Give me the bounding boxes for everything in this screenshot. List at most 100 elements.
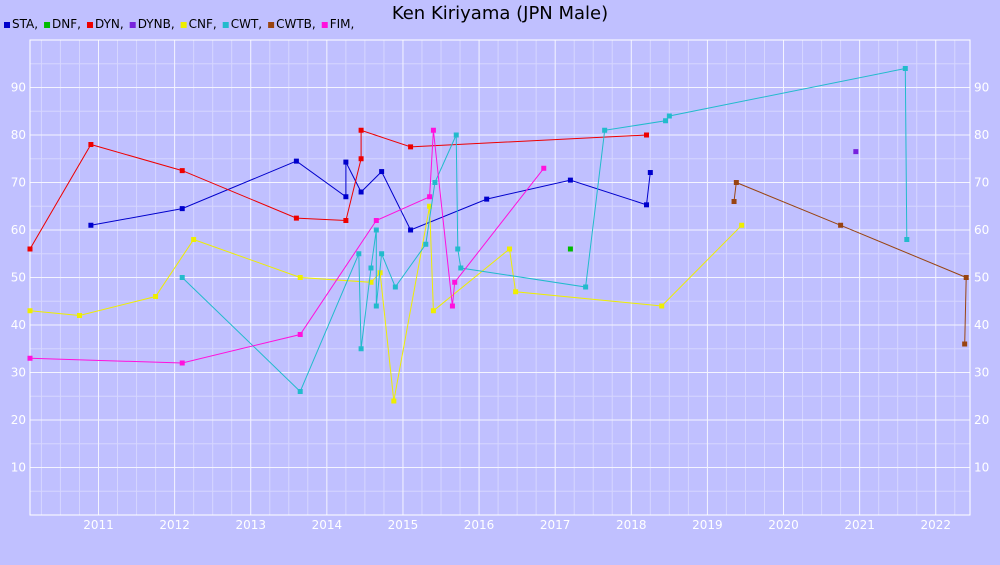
y-tick-label-right: 70 bbox=[974, 176, 989, 190]
legend: STA, DNF, DYN, DYNB, CNF, CWT, CWTB, FIM, bbox=[4, 17, 354, 31]
data-point-dyn bbox=[644, 132, 650, 138]
data-point-fim bbox=[430, 127, 436, 133]
data-point-cnf bbox=[27, 308, 33, 314]
data-point-cwtb bbox=[733, 180, 739, 185]
data-point-cwt bbox=[904, 237, 910, 242]
data-point-dyn bbox=[27, 246, 33, 252]
data-point-cwt bbox=[902, 66, 908, 71]
data-point-dyn bbox=[293, 215, 299, 221]
data-point-dyn bbox=[358, 156, 364, 162]
y-tick-label-right: 60 bbox=[974, 223, 989, 237]
data-point-fim bbox=[373, 218, 379, 223]
data-point-fim bbox=[27, 355, 33, 361]
data-point-fim bbox=[297, 332, 303, 337]
data-point-dynb bbox=[853, 149, 859, 155]
data-point-dyn bbox=[343, 218, 349, 223]
data-point-cnf bbox=[427, 203, 433, 209]
legend-swatch-cwt bbox=[222, 22, 229, 28]
data-point-sta bbox=[343, 159, 349, 165]
x-tick-label: 2021 bbox=[844, 518, 875, 532]
data-point-cnf bbox=[191, 237, 197, 242]
x-tick-label: 2015 bbox=[388, 518, 419, 532]
data-point-dyn bbox=[179, 168, 185, 174]
legend-label-dyn: DYN, bbox=[95, 17, 124, 31]
x-tick-label: 2022 bbox=[920, 518, 951, 532]
data-point-cwt bbox=[297, 389, 303, 394]
data-point-cwt bbox=[666, 113, 672, 119]
data-point-sta bbox=[358, 189, 364, 195]
data-point-dyn bbox=[358, 127, 364, 133]
data-point-dyn bbox=[408, 144, 414, 150]
legend-label-cnf: CNF, bbox=[189, 17, 217, 31]
data-point-cwt bbox=[458, 265, 464, 271]
legend-swatch-sta bbox=[4, 22, 10, 28]
data-point-cwt bbox=[179, 275, 185, 280]
x-tick-label: 2012 bbox=[159, 518, 190, 532]
data-point-fim bbox=[427, 194, 433, 200]
x-tick-label: 2020 bbox=[768, 518, 799, 532]
y-tick-label-left: 50 bbox=[11, 271, 26, 285]
data-point-cnf bbox=[739, 222, 745, 228]
data-point-sta bbox=[484, 196, 490, 202]
y-tick-label-right: 50 bbox=[974, 271, 989, 285]
legend-swatch-cnf bbox=[180, 22, 187, 28]
y-tick-label-left: 70 bbox=[11, 176, 26, 190]
data-point-cnf bbox=[368, 279, 374, 285]
chart-title: Ken Kiriyama (JPN Male) bbox=[392, 3, 608, 24]
data-point-cwt bbox=[453, 132, 459, 138]
x-tick-label: 2019 bbox=[692, 518, 723, 532]
legend-swatch-dynb bbox=[129, 22, 136, 28]
legend-swatch-fim bbox=[321, 22, 328, 28]
plot-area: 2011 2012 2013 2014 2015 2016 2017 2018 2019 2020… bbox=[11, 39, 989, 532]
data-point-sta bbox=[88, 222, 94, 228]
data-point-cwtb bbox=[838, 222, 844, 228]
y-tick-label-left: 80 bbox=[11, 128, 26, 142]
y-tick-label-right: 30 bbox=[974, 366, 989, 380]
data-point-cwt bbox=[455, 246, 461, 252]
legend-label-sta: STA, bbox=[12, 17, 38, 31]
data-point-cwt bbox=[373, 227, 379, 233]
y-tick-label-right: 10 bbox=[974, 461, 989, 475]
series-line-cwt bbox=[181, 67, 908, 393]
x-tick-label: 2014 bbox=[312, 518, 343, 532]
data-point-cnf bbox=[297, 275, 303, 280]
data-point-cnf bbox=[513, 289, 519, 295]
data-point-fim bbox=[452, 279, 458, 285]
legend-label-cwtb: CWTB, bbox=[276, 17, 316, 31]
data-point-fim bbox=[449, 303, 455, 309]
y-tick-label-left: 20 bbox=[11, 413, 26, 427]
data-point-sta bbox=[644, 202, 650, 208]
data-point-cwt bbox=[356, 251, 362, 257]
series-line-cnf bbox=[29, 206, 743, 402]
data-point-sta bbox=[567, 177, 573, 183]
y-tick-label-left: 60 bbox=[11, 223, 26, 237]
data-point-sta bbox=[343, 194, 349, 200]
x-tick-label: 2016 bbox=[464, 518, 495, 532]
legend-swatch-dnf bbox=[44, 22, 51, 28]
y-tick-label-left: 90 bbox=[11, 81, 26, 95]
y-tick-label-left: 10 bbox=[11, 461, 26, 475]
x-tick-label: 2011 bbox=[83, 518, 114, 532]
data-point-cwt bbox=[358, 346, 364, 352]
data-point-sta bbox=[408, 227, 414, 233]
data-point-dnf bbox=[567, 246, 573, 252]
legend-swatch-dyn bbox=[86, 22, 93, 28]
data-point-cwt bbox=[602, 127, 608, 133]
data-point-cwt bbox=[583, 284, 589, 290]
data-point-sta bbox=[293, 158, 299, 164]
y-tick-label-right: 80 bbox=[974, 128, 989, 142]
data-point-fim bbox=[179, 360, 185, 366]
data-point-cnf bbox=[153, 294, 159, 299]
plot-frame bbox=[29, 39, 971, 516]
data-point-cnf bbox=[391, 398, 397, 404]
data-point-cnf bbox=[659, 303, 665, 309]
data-point-cnf bbox=[76, 313, 82, 318]
data-point-cnf bbox=[430, 308, 436, 314]
data-point-cnf bbox=[507, 246, 513, 252]
data-point-cwt bbox=[373, 303, 379, 309]
y-tick-label-right: 40 bbox=[974, 318, 989, 332]
data-point-cwt bbox=[423, 241, 429, 247]
data-point-sta bbox=[379, 169, 385, 175]
